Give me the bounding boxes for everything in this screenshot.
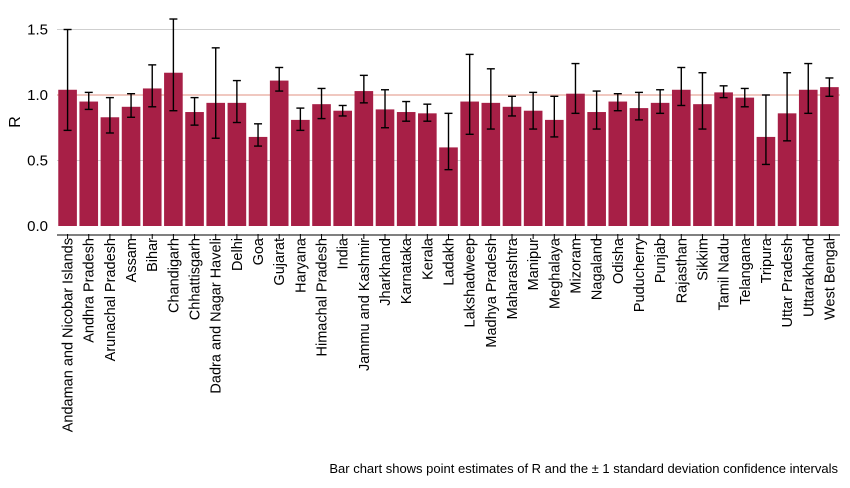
bar — [227, 102, 247, 226]
bar — [460, 101, 479, 226]
bar — [714, 92, 733, 226]
x-tick-label: Maharashtra — [505, 237, 521, 319]
bar — [333, 110, 353, 226]
bar — [206, 102, 226, 226]
bar — [248, 136, 268, 226]
x-tick-label: Goa — [251, 237, 267, 265]
x-tick-label: Andhra Pradesh — [82, 238, 98, 343]
y-tick-label: 1.0 — [27, 87, 48, 104]
x-tick-label: Punjab — [653, 238, 669, 283]
bar — [544, 119, 564, 226]
bar — [121, 106, 141, 226]
x-tick-label: Tripura — [759, 237, 775, 283]
x-tick-label: Telangana — [738, 237, 754, 305]
y-tick-labels: 0.0 0.5 1.0 1.5 — [27, 22, 48, 236]
bar — [798, 89, 818, 226]
bar — [523, 110, 543, 226]
bars — [58, 72, 839, 227]
bar — [820, 87, 839, 226]
x-tick-label: Mizoram — [568, 238, 584, 294]
bar — [693, 104, 712, 226]
bar — [354, 91, 374, 226]
x-tick-label: Jharkhand — [378, 238, 394, 306]
x-tick-label: Chandigarh — [166, 238, 182, 313]
x-tick-label: Delhi — [230, 238, 246, 271]
x-tick-label: West Bengal — [822, 238, 838, 320]
x-tick-labels: Andaman and Nicobar Islands Andhra Prades… — [61, 237, 839, 432]
x-tick-label: Nagaland — [590, 238, 606, 300]
x-tick-label: Rajasthan — [674, 238, 690, 303]
bar — [100, 117, 120, 226]
bar — [777, 113, 797, 226]
x-tick-label: Meghalaya — [547, 237, 563, 309]
y-tick-label: 0.5 — [27, 153, 48, 170]
x-tick-label: Uttarakhand — [801, 238, 817, 317]
x-tick-label: Himachal Pradesh — [315, 238, 331, 356]
bar — [629, 108, 649, 226]
x-tick-label: Kerala — [420, 237, 436, 280]
x-tick-label: Jammu and Kashmir — [357, 238, 373, 371]
bar — [481, 102, 501, 226]
bar — [396, 112, 416, 226]
x-tick-label: Madhya Pradesh — [484, 238, 500, 348]
x-tick-label: Assam — [124, 238, 140, 282]
bar — [79, 101, 99, 226]
x-tick-label: Chhattisgarh — [188, 238, 204, 320]
bar — [164, 72, 183, 226]
bar — [587, 112, 606, 226]
bar — [608, 101, 628, 226]
bar — [58, 89, 77, 226]
y-tick-label: 1.5 — [27, 22, 48, 39]
x-tick-label: Odisha — [611, 237, 627, 284]
x-tick-label: Manipur — [526, 238, 542, 291]
x-tick-label: Bihar — [145, 238, 161, 272]
bar — [185, 112, 204, 226]
y-tick-label: 0.0 — [27, 218, 48, 235]
y-axis-label: R — [7, 116, 24, 128]
x-tick-label: Ladakh — [442, 238, 458, 286]
x-tick-label: Haryana — [293, 237, 309, 293]
x-tick-label: Uttar Pradesh — [780, 238, 796, 327]
x-tick-label: Arunachal Pradesh — [103, 238, 119, 361]
x-tick-label: Karnataka — [399, 237, 415, 304]
bar — [502, 106, 522, 226]
bar — [566, 93, 585, 226]
bar — [291, 119, 310, 226]
bar — [418, 113, 437, 226]
x-tick-label: Lakshadweep — [463, 238, 479, 328]
bar — [756, 136, 776, 226]
error-bars — [63, 18, 834, 171]
chart-caption: Bar chart shows point estimates of R and… — [329, 461, 838, 476]
x-tick-label: Tamil Nadu — [717, 238, 733, 311]
bar — [142, 88, 162, 226]
x-tick-label: Gujarat — [272, 238, 288, 286]
bar — [269, 80, 289, 226]
x-tick-label: Puducherry — [632, 237, 648, 312]
bar — [671, 89, 691, 226]
x-tick-label: Dadra and Nagar Haveli — [209, 238, 225, 394]
bar — [735, 97, 755, 227]
x-tick-label: India — [336, 237, 352, 269]
axes — [57, 234, 840, 239]
bar — [312, 104, 331, 226]
bar — [375, 109, 395, 226]
x-tick-label: Andaman and Nicobar Islands — [61, 238, 77, 432]
bar — [650, 102, 670, 226]
x-tick-label: Sikkim — [695, 238, 711, 281]
bar — [439, 147, 458, 226]
